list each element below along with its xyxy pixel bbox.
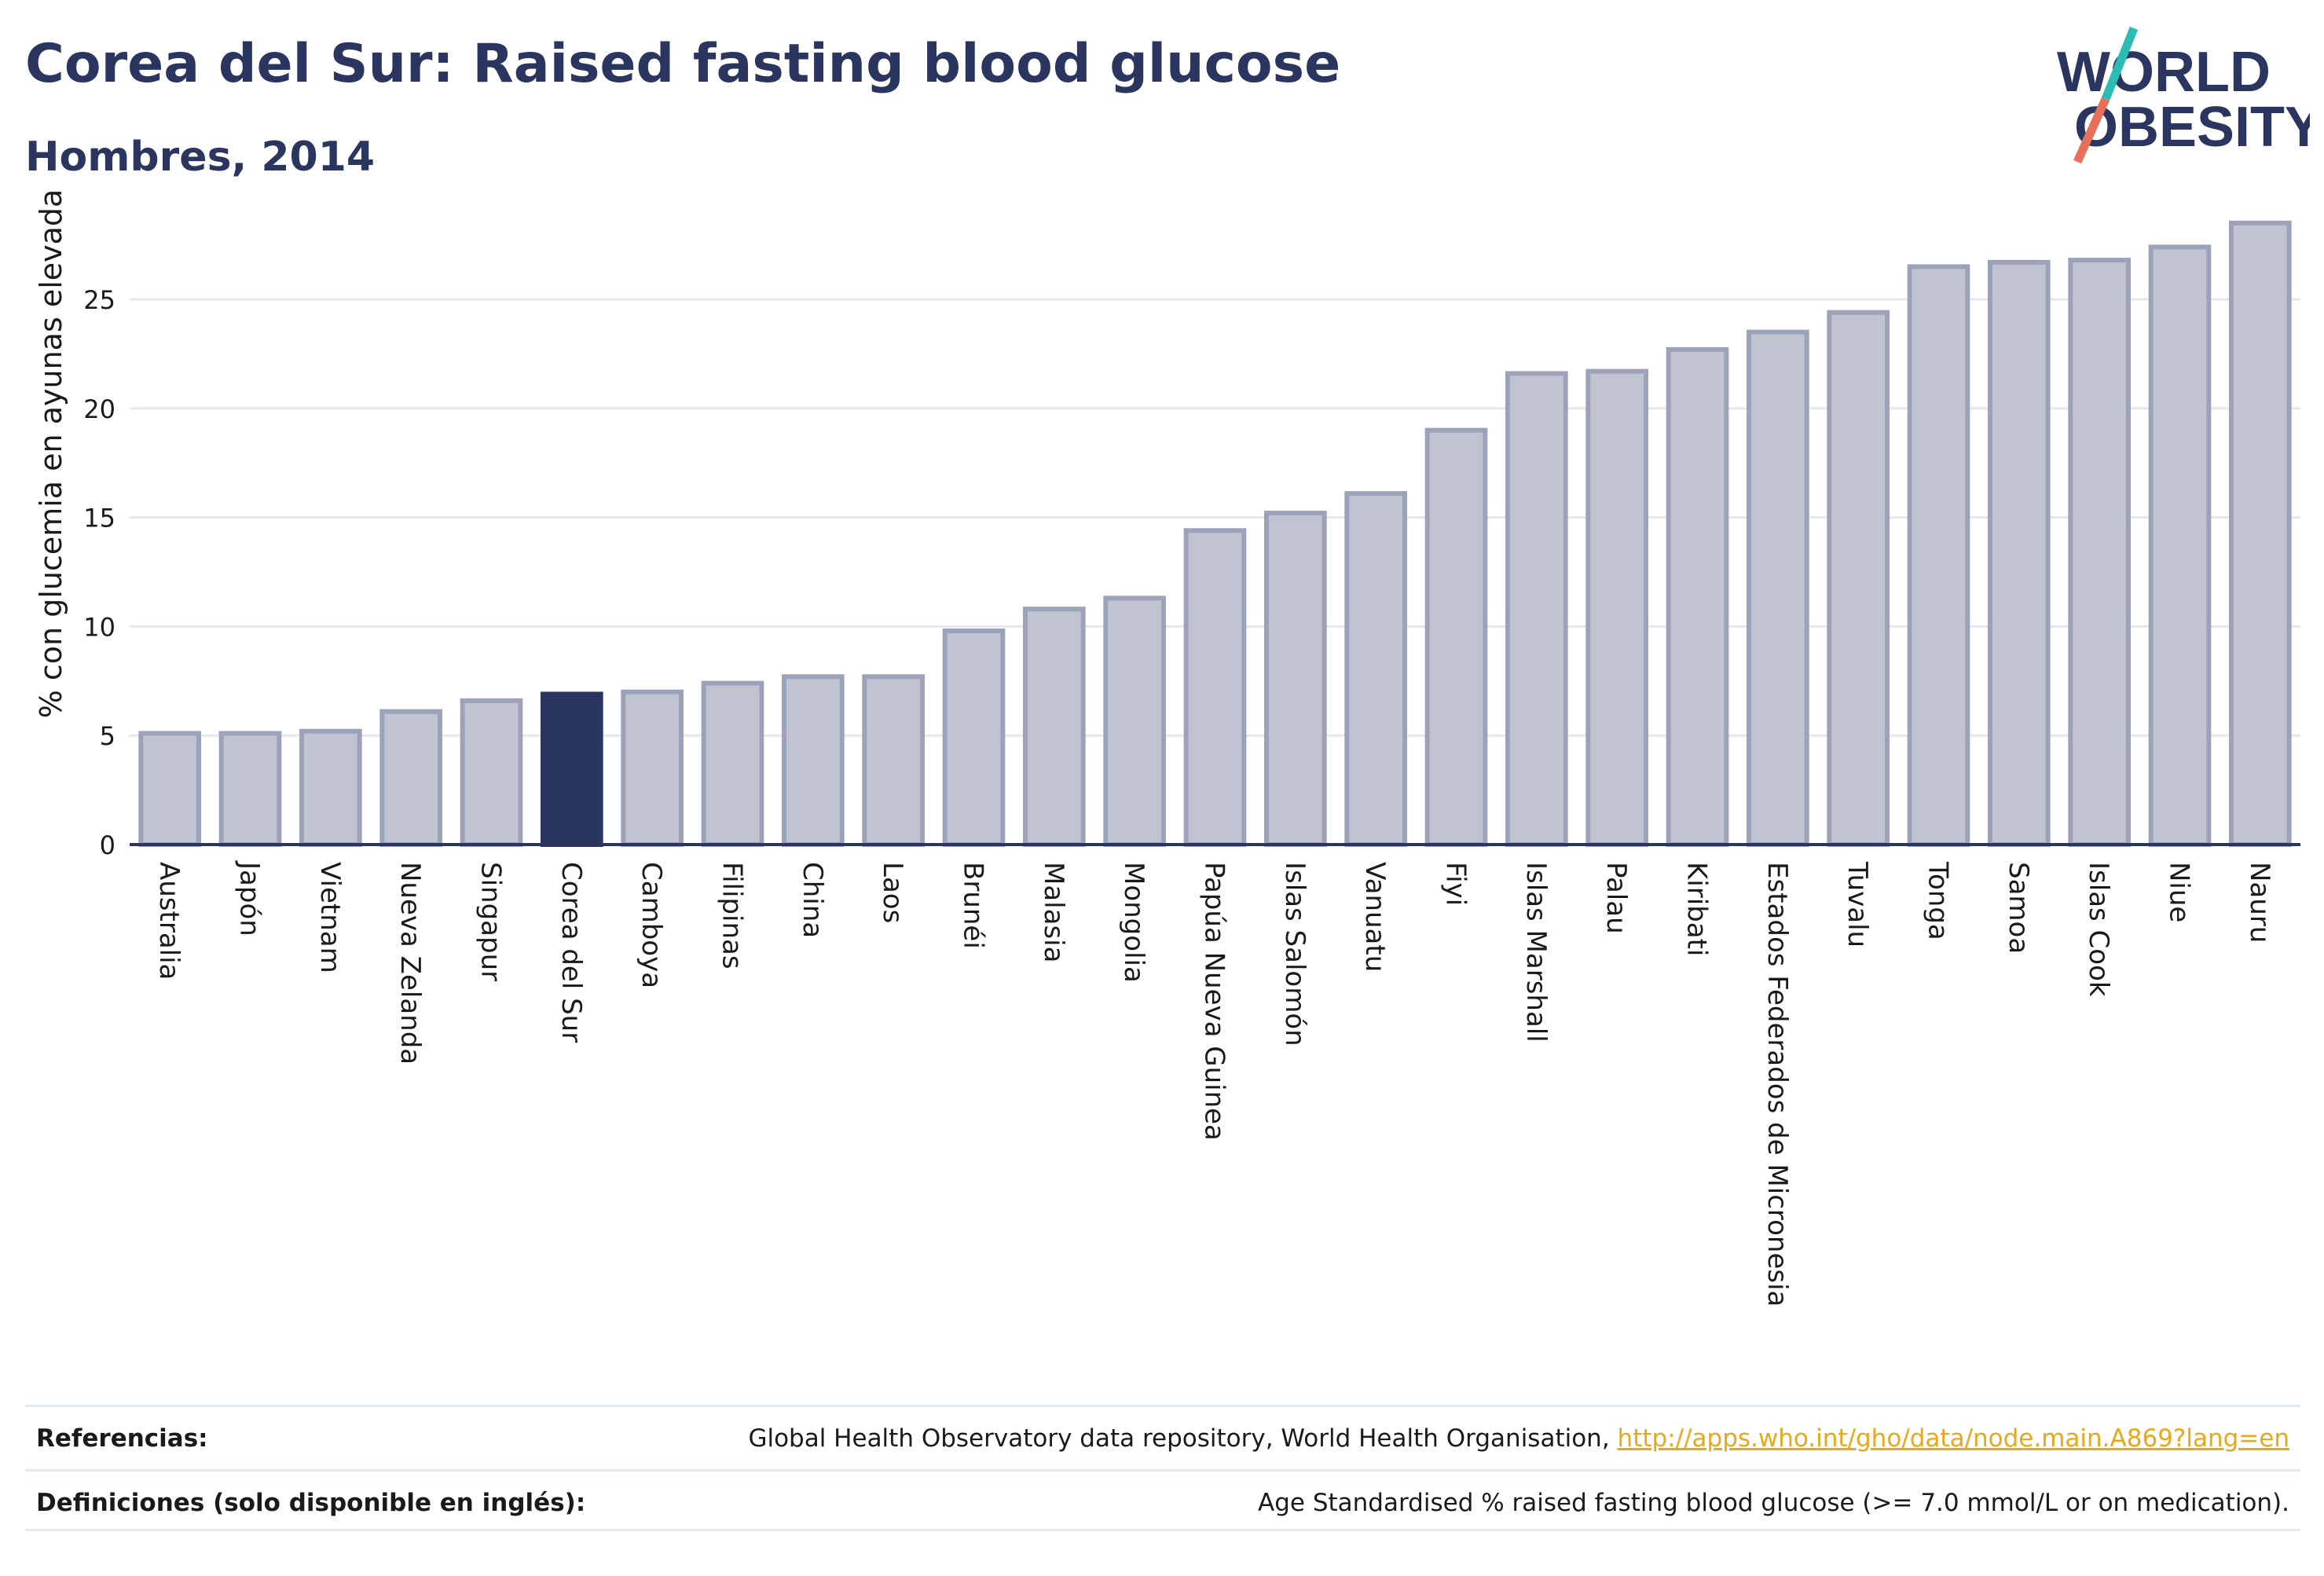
logo-word-1: WORLD — [2057, 41, 2271, 104]
bar — [701, 680, 764, 847]
x-tick-label: Niue — [2164, 862, 2195, 922]
y-tick-label: 15 — [83, 504, 115, 533]
x-tick-label: Vanuatu — [1359, 862, 1391, 972]
references-link[interactable]: http://apps.who.int/gho/data/node.main.A… — [1617, 1424, 2289, 1453]
x-tick-label: Laos — [877, 862, 908, 923]
bar — [460, 698, 523, 847]
bar — [621, 689, 684, 847]
bar — [1746, 329, 1809, 847]
bar — [1344, 491, 1408, 847]
x-tick-label: Islas Salomón — [1279, 862, 1310, 1046]
bar — [379, 709, 443, 848]
footer-divider — [25, 1529, 2300, 1531]
x-tick-label: Estados Federados de Micronesia — [1761, 862, 1793, 1307]
definitions-row: Definiciones (solo disponible en inglés)… — [25, 1469, 2300, 1534]
y-tick-label: 0 — [100, 830, 115, 860]
references-row: Referencias: Global Health Observatory d… — [25, 1405, 2300, 1470]
bar — [1585, 368, 1649, 847]
x-tick-label: Malasia — [1038, 862, 1069, 962]
y-tick-label: 10 — [83, 612, 115, 642]
x-tick-label: Japón — [234, 860, 266, 936]
bar — [1505, 371, 1568, 847]
bar — [1827, 310, 1890, 848]
definitions-text: Age Standardised % raised fasting blood … — [1258, 1489, 2289, 1517]
x-tick-label: Palau — [1600, 862, 1632, 934]
x-tick-label: Singapur — [475, 862, 507, 981]
x-tick-label: Kiribati — [1681, 862, 1713, 956]
x-tick-label: Mongolia — [1118, 862, 1149, 983]
bar — [1907, 264, 1970, 847]
bar — [138, 731, 202, 847]
y-tick-label: 20 — [83, 394, 115, 424]
x-tick-label: Papúa Nueva Guinea — [1199, 862, 1230, 1141]
x-tick-label: Brunéi — [958, 862, 989, 949]
logo-word-2: OBESITY — [2074, 96, 2310, 159]
references-label: Referencias: — [36, 1424, 208, 1453]
bar — [1022, 607, 1086, 847]
bar — [2228, 220, 2292, 847]
x-tick-label: China — [797, 862, 828, 938]
x-tick-label: Islas Cook — [2083, 862, 2114, 997]
bar — [1987, 259, 2051, 847]
bar — [1666, 346, 1729, 847]
x-tick-label: Camboya — [636, 862, 667, 988]
x-tick-label: Fiyi — [1440, 862, 1472, 906]
x-tick-label: Vietnam — [314, 862, 346, 973]
y-tick-label: 5 — [100, 721, 115, 751]
x-tick-label: Corea del Sur — [555, 862, 587, 1043]
bar — [540, 691, 603, 847]
x-tick-label: Tuvalu — [1842, 861, 1873, 947]
references-source: Global Health Observatory data repositor… — [748, 1424, 1618, 1453]
x-tick-label: Nauru — [2244, 862, 2275, 943]
bar — [2068, 258, 2132, 847]
bar — [1103, 596, 1167, 847]
bar — [2148, 244, 2212, 847]
y-axis-title: % con glucemia en ayunas elevada — [34, 189, 68, 719]
x-tick-label: Tonga — [1923, 861, 1954, 940]
bar — [299, 728, 362, 847]
definitions-label: Definiciones (solo disponible en inglés)… — [36, 1489, 586, 1517]
bar — [1424, 427, 1488, 847]
bar-chart: 0 5 10 15 20 25 % con glucemia en ayunas eleva… — [34, 189, 2300, 1307]
page-title: Corea del Sur: Raised fasting blood gluc… — [25, 33, 1341, 95]
references-text: Global Health Observatory data repositor… — [748, 1424, 2300, 1453]
logo-slash-teal — [2101, 26, 2139, 101]
x-tick-label: Nueva Zelanda — [394, 862, 426, 1065]
world-obesity-logo: WORLD OBESITY — [2057, 26, 2310, 164]
y-tick-label: 25 — [83, 285, 115, 315]
x-tick-label: Samoa — [2003, 862, 2034, 954]
bar — [1183, 528, 1247, 848]
x-tick-label: Filipinas — [717, 862, 748, 969]
bar — [862, 674, 926, 847]
bar — [942, 628, 1006, 847]
page-subtitle: Hombres, 2014 — [25, 134, 376, 181]
x-tick-label: Australia — [153, 862, 185, 980]
bar — [1263, 511, 1327, 847]
bar — [781, 674, 845, 847]
bar — [218, 731, 282, 847]
x-tick-label: Islas Marshall — [1520, 862, 1552, 1043]
logo-slash-coral — [2073, 97, 2110, 164]
